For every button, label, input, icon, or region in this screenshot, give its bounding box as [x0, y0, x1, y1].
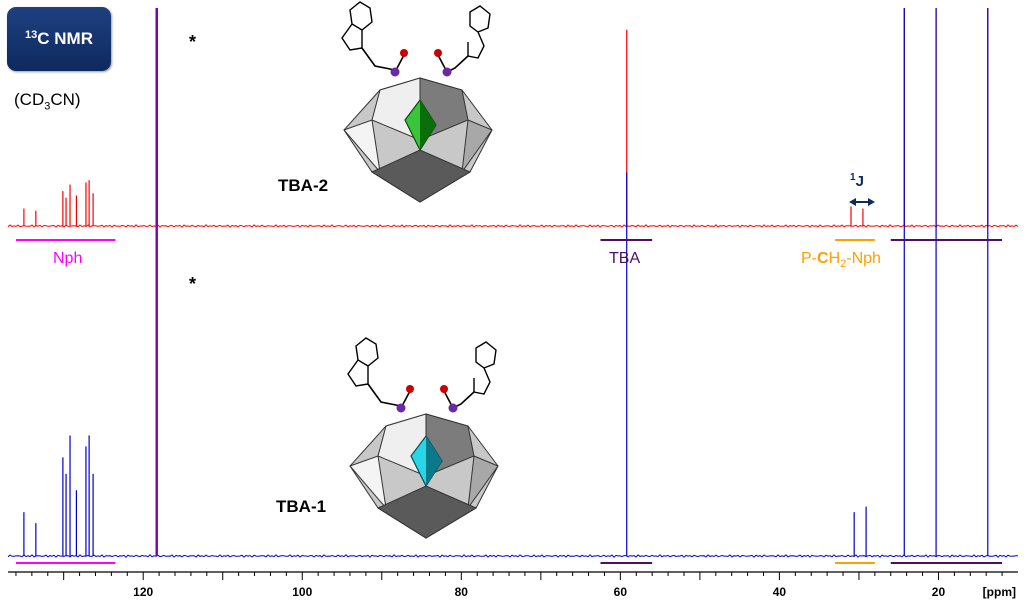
assignment-bars — [15, 239, 1003, 564]
solvent-peak-star-bottom: * — [189, 274, 197, 294]
tba-label: TBA — [609, 250, 641, 267]
x-tick-label: 20 — [932, 585, 946, 599]
solvent-label: (CD3CN) — [14, 90, 81, 112]
x-axis: 120 100 80 60 40 20 [ppm] — [8, 571, 1018, 599]
spectra-group — [7, 8, 1019, 558]
badge-superscript: 13 — [25, 29, 38, 41]
badge-label: C NMR — [37, 29, 93, 48]
x-tick-label: 60 — [614, 585, 628, 599]
nph-label: Nph — [53, 250, 83, 267]
baseline-tba-2 — [7, 224, 1019, 228]
x-tick-label: 120 — [133, 585, 153, 599]
solvent-post: CN) — [50, 90, 81, 109]
x-tick-label: 80 — [455, 585, 469, 599]
molecule-illustration-tba1 — [347, 337, 499, 539]
solvent-peak-star-top: * — [189, 32, 197, 52]
x-tick-label: 40 — [773, 585, 787, 599]
x-tick-label: 100 — [292, 585, 312, 599]
coupling-arrow — [849, 198, 875, 206]
molecule-illustration-tba2 — [341, 1, 493, 203]
baseline-tba-1 — [7, 554, 1019, 558]
solvent-sub: 3 — [44, 100, 51, 113]
x-axis-unit: [ppm] — [983, 585, 1016, 599]
sample-label-tba1: TBA-1 — [276, 497, 327, 516]
nmr-badge: 13C NMR — [7, 7, 111, 71]
coupling-label: 1J — [850, 172, 864, 190]
pch2-nph-label: P-CH2-Nph — [801, 250, 881, 271]
sample-label-tba2: TBA-2 — [278, 176, 329, 195]
solvent-pre: (CD — [14, 90, 45, 109]
